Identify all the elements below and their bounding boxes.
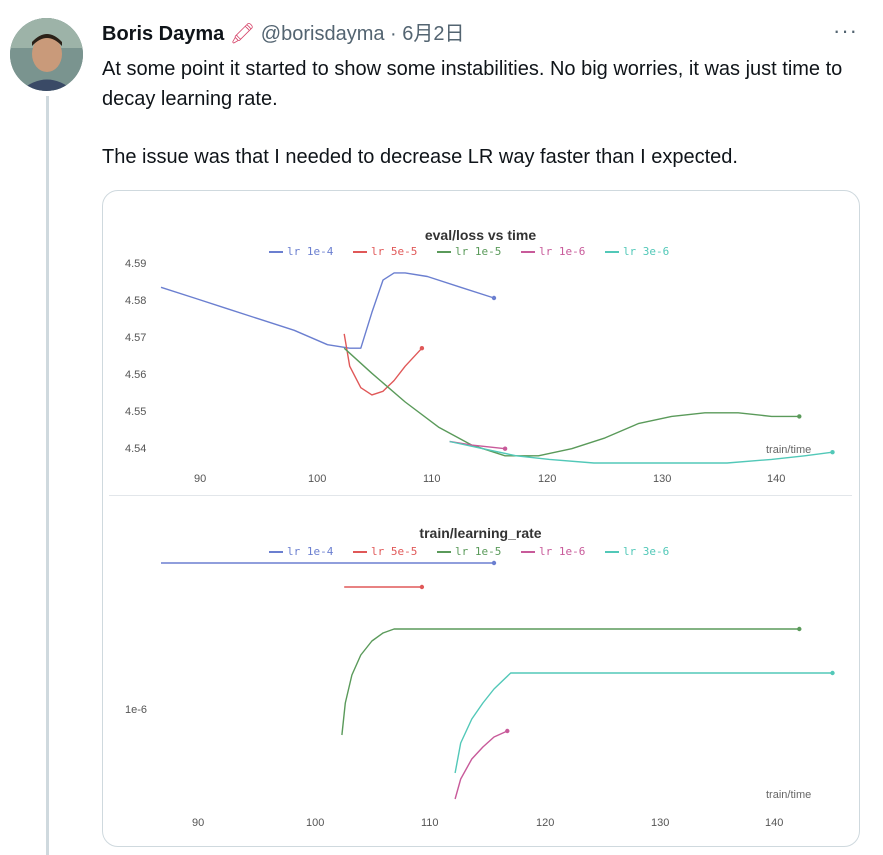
x-tick-label: 140 xyxy=(765,817,784,829)
series-end-point-lr-3e-6 xyxy=(830,450,835,455)
x-tick-label: 120 xyxy=(538,473,557,485)
tweet-text: At some point it started to show some in… xyxy=(102,54,862,200)
series-end-point-lr-3e-6 xyxy=(830,670,835,676)
y-tick-label: 1e-6 xyxy=(125,704,148,716)
y-tick-label: 4.59 xyxy=(125,258,147,270)
x-tick-label: 140 xyxy=(767,473,786,485)
y-tick-label: 4.57 xyxy=(125,332,147,344)
series-end-point-lr-1e-5 xyxy=(797,414,802,419)
tweet-header: Boris Dayma 🖍 @borisdayma · 6月2日 xyxy=(102,20,465,48)
legend-item: lr 3e-6 xyxy=(604,245,669,258)
legend-item: lr 1e-6 xyxy=(520,545,585,558)
x-tick-label: 100 xyxy=(308,473,327,485)
legend-item: lr 3e-6 xyxy=(604,545,669,558)
chart-plot-area xyxy=(161,560,835,800)
thread-connector-line xyxy=(46,96,49,855)
series-end-point-lr-1e-4 xyxy=(491,295,497,301)
avatar[interactable] xyxy=(10,18,83,91)
x-tick-label: 110 xyxy=(421,817,439,829)
legend-item: lr 1e-4 xyxy=(269,245,333,258)
y-tick-label: 4.54 xyxy=(125,443,147,455)
chart-legend: lr 1e-4 lr 5e-5 lr 1e-5 lr 1e-6 lr 3e-6 xyxy=(269,545,682,558)
y-tick-label: 4.58 xyxy=(125,295,147,307)
x-tick-label: 100 xyxy=(306,817,325,829)
learning-rate-chart: train/learning_rate lr 1e-4 lr 5e-5 lr 1… xyxy=(109,503,852,841)
legend-item: lr 1e-5 xyxy=(436,545,501,558)
author-name[interactable]: Boris Dayma xyxy=(102,23,225,45)
series-end-point-lr-5e-5 xyxy=(419,346,425,351)
y-tick-label: 4.55 xyxy=(125,406,147,418)
series-end-point-lr-1e-4 xyxy=(491,560,497,566)
series-end-point-lr-1e-5 xyxy=(797,626,802,632)
header-separator: · xyxy=(390,23,397,45)
x-tick-label: 90 xyxy=(194,473,207,485)
x-tick-label: 90 xyxy=(192,817,205,829)
series-line-lr-1e-4 xyxy=(160,272,495,349)
legend-item: lr 1e-4 xyxy=(269,545,333,558)
avatar-image xyxy=(10,18,83,91)
legend-item: lr 5e-5 xyxy=(352,545,417,558)
legend-item: lr 1e-6 xyxy=(520,245,585,258)
y-tick-label: 4.56 xyxy=(125,369,147,381)
chart-title: train/learning_rate xyxy=(419,525,542,541)
author-handle[interactable]: @borisdayma xyxy=(260,23,385,45)
series-line-lr-1e-5 xyxy=(341,628,800,736)
x-tick-label: 110 xyxy=(423,473,441,485)
series-end-point-lr-1e-6 xyxy=(505,728,510,734)
series-line-lr-3e-6 xyxy=(454,672,833,774)
series-end-point-lr-5e-5 xyxy=(419,584,425,590)
x-tick-label: 120 xyxy=(536,817,555,829)
legend-item: lr 5e-5 xyxy=(352,245,417,258)
x-axis-label: train/time xyxy=(766,444,812,456)
eval-loss-chart: eval/loss vs time lr 1e-4 lr 5e-5 lr 1e-… xyxy=(109,195,852,496)
chart-plot-area xyxy=(160,272,835,464)
x-tick-label: 130 xyxy=(653,473,672,485)
tweet-date[interactable]: 6月2日 xyxy=(402,23,465,45)
author-emoji: 🖍 xyxy=(229,23,256,45)
tweet-paragraph: The issue was that I needed to decrease … xyxy=(102,146,738,168)
series-line-lr-5e-5 xyxy=(343,333,423,396)
chart-title: eval/loss vs time xyxy=(424,227,537,243)
tweet-paragraph: At some point it started to show some in… xyxy=(102,58,843,110)
tweet-media-image[interactable]: eval/loss vs time lr 1e-4 lr 5e-5 lr 1e-… xyxy=(102,190,860,847)
series-end-point-lr-1e-6 xyxy=(502,446,508,451)
series-line-lr-3e-6 xyxy=(449,440,833,464)
x-tick-label: 130 xyxy=(651,817,670,829)
legend-item: lr 1e-5 xyxy=(436,245,501,258)
series-line-lr-1e-5 xyxy=(343,347,800,457)
series-line-lr-1e-6 xyxy=(454,730,508,800)
x-axis-label: train/time xyxy=(766,789,812,801)
chart-legend: lr 1e-4 lr 5e-5 lr 1e-5 lr 1e-6 lr 3e-6 xyxy=(269,245,682,258)
more-options-icon[interactable]: ··· xyxy=(833,18,858,43)
